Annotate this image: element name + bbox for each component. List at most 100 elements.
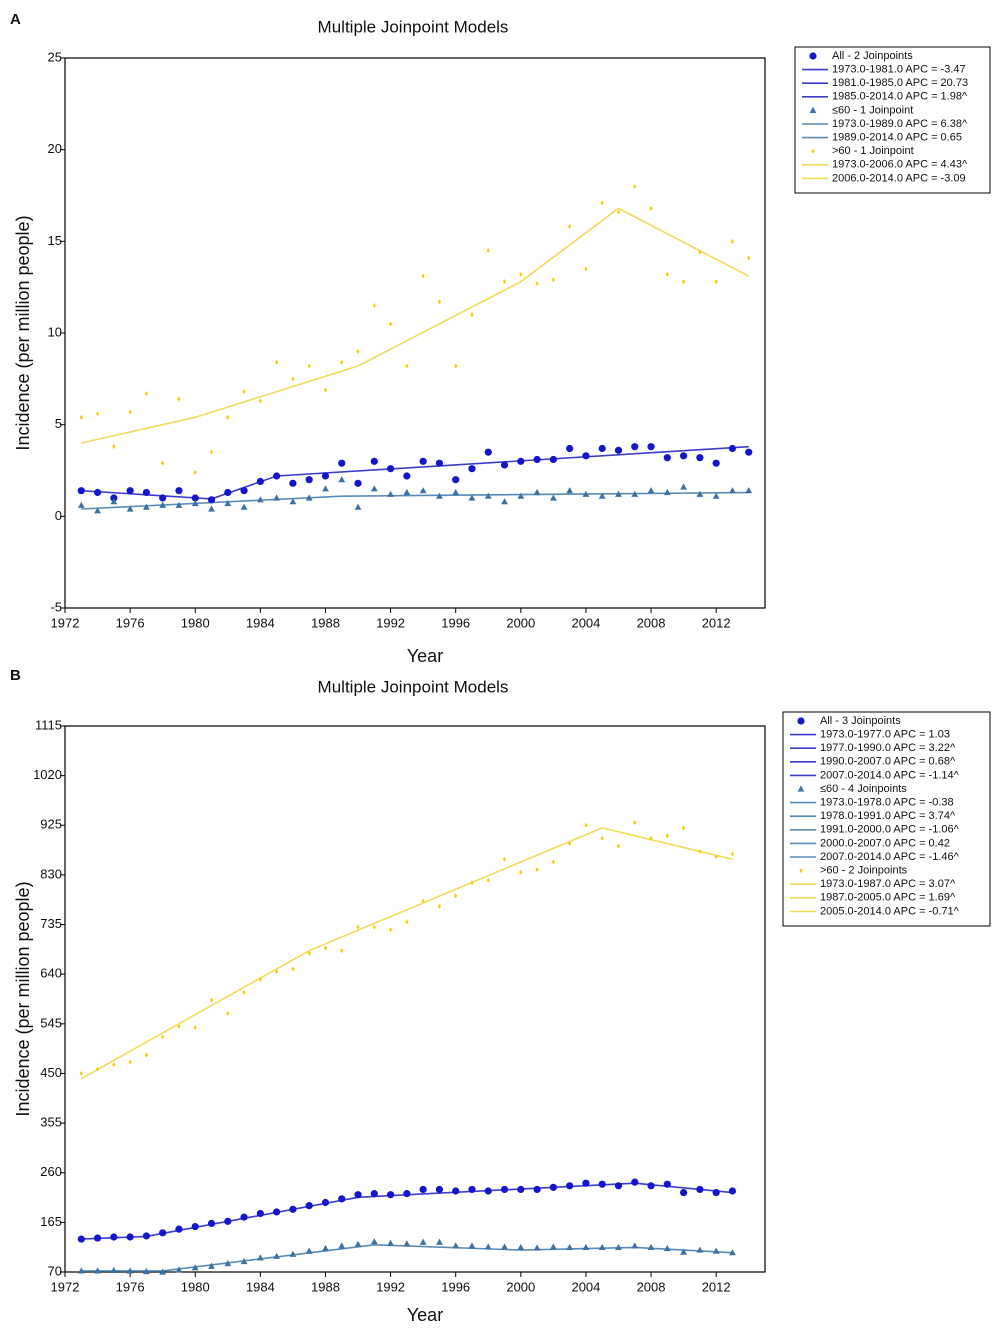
fit-line xyxy=(81,491,749,510)
data-point xyxy=(370,485,378,492)
data-point xyxy=(568,841,572,847)
data-point xyxy=(242,389,246,395)
data-point xyxy=(161,460,165,466)
data-point xyxy=(207,496,216,504)
x-tick-label: 1992 xyxy=(376,615,405,630)
data-point xyxy=(193,1024,197,1030)
x-tick-label: 2004 xyxy=(571,615,600,630)
data-point xyxy=(421,898,425,904)
data-point xyxy=(403,488,411,496)
data-point xyxy=(436,492,443,499)
data-point xyxy=(95,411,100,417)
data-point xyxy=(421,273,425,279)
data-point xyxy=(338,476,346,483)
data-point xyxy=(258,976,262,982)
data-point xyxy=(745,448,753,456)
data-point xyxy=(712,1247,720,1254)
data-point xyxy=(354,1191,362,1199)
data-point xyxy=(535,867,539,873)
data-point xyxy=(631,443,639,451)
data-point xyxy=(77,487,85,495)
data-point xyxy=(240,1213,248,1221)
data-point xyxy=(177,396,181,402)
data-point xyxy=(79,1070,83,1076)
data-point xyxy=(338,1242,346,1249)
data-point xyxy=(535,281,539,286)
data-point xyxy=(647,1182,655,1190)
data-point xyxy=(728,444,737,453)
data-point xyxy=(256,1254,264,1261)
data-point xyxy=(615,1243,622,1251)
y-tick-label: 830 xyxy=(40,866,62,881)
data-point xyxy=(419,1238,427,1245)
legend-label: 1973.0-1989.0 APC = 6.38^ xyxy=(832,118,968,130)
data-point xyxy=(112,1062,116,1068)
data-point xyxy=(484,492,492,499)
data-point xyxy=(519,271,523,277)
x-tick-label: 2000 xyxy=(506,615,535,630)
data-point xyxy=(680,452,688,460)
data-point xyxy=(175,1225,183,1233)
data-point xyxy=(663,454,671,462)
data-point xyxy=(419,457,427,465)
x-tick-label: 2012 xyxy=(702,1279,731,1294)
data-point xyxy=(175,487,183,495)
data-point xyxy=(584,822,588,828)
data-point xyxy=(403,1240,411,1247)
data-point xyxy=(549,1243,557,1250)
legend-label: ≤60 - 4 Joinpoints xyxy=(820,783,907,795)
y-tick-label: 165 xyxy=(40,1214,62,1229)
data-point xyxy=(484,1187,492,1195)
legend-marker xyxy=(797,717,805,725)
y-tick-label: 1020 xyxy=(33,767,62,782)
data-point xyxy=(372,924,376,930)
data-point xyxy=(387,490,394,497)
legend-label: 1990.0-2007.0 APC = 0.68^ xyxy=(820,756,956,768)
data-point xyxy=(633,820,637,826)
x-tick-label: 1996 xyxy=(441,1279,470,1294)
y-tick-label: 15 xyxy=(48,233,62,248)
data-point xyxy=(77,1235,85,1243)
data-point xyxy=(665,271,669,277)
data-point xyxy=(144,391,148,396)
data-point xyxy=(468,465,476,473)
y-tick-label: 10 xyxy=(48,324,62,339)
data-point xyxy=(388,321,393,327)
legend-label: 2007.0-2014.0 APC = -1.46^ xyxy=(820,851,960,863)
data-point xyxy=(712,459,720,467)
data-point xyxy=(289,479,297,487)
data-point xyxy=(405,363,409,369)
data-point xyxy=(95,1066,100,1072)
data-point xyxy=(224,1217,232,1225)
data-point xyxy=(682,279,686,285)
data-point xyxy=(566,1243,574,1251)
data-point xyxy=(452,1242,460,1249)
data-point xyxy=(291,966,295,972)
data-point xyxy=(714,854,718,860)
data-point xyxy=(680,1188,688,1197)
y-tick-label: 735 xyxy=(40,916,62,931)
data-point xyxy=(388,927,393,933)
data-point xyxy=(226,414,230,420)
data-point xyxy=(696,1246,704,1253)
y-tick-label: 0 xyxy=(55,508,62,523)
data-point xyxy=(289,498,297,505)
data-point xyxy=(224,499,232,507)
data-point xyxy=(501,498,508,505)
x-tick-label: 1988 xyxy=(311,1279,340,1294)
legend-label: 2006.0-2014.0 APC = -3.09 xyxy=(832,172,966,184)
data-point xyxy=(93,1234,102,1242)
data-point xyxy=(615,490,622,497)
legend-label: 2005.0-2014.0 APC = -0.71^ xyxy=(820,905,960,917)
data-point xyxy=(256,477,264,486)
data-point xyxy=(452,1187,460,1195)
data-point xyxy=(436,1238,443,1245)
legend-label: 1973.0-1981.0 APC = -3.47 xyxy=(832,64,966,76)
data-point xyxy=(291,376,295,382)
data-point xyxy=(112,444,116,450)
data-point xyxy=(631,490,639,497)
data-point xyxy=(598,1180,606,1188)
data-point xyxy=(386,1191,395,1199)
data-point xyxy=(273,472,281,480)
data-point xyxy=(224,488,232,497)
